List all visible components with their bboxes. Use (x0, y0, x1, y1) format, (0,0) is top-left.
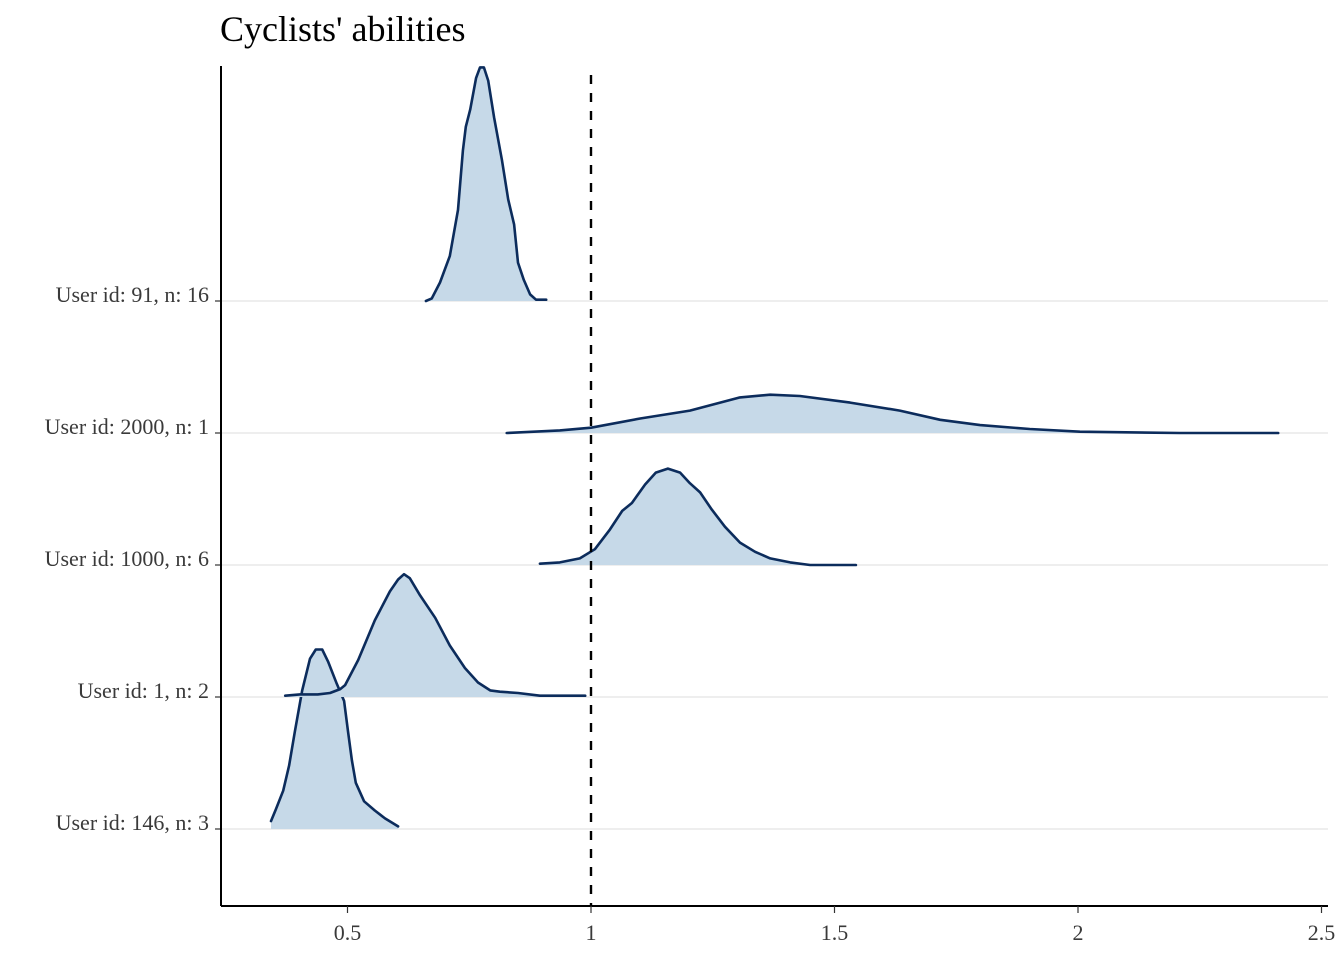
ridge-fill (425, 67, 547, 302)
ridge-series (424, 66, 548, 303)
x-tick-label: 2 (1073, 920, 1084, 945)
x-tick-label: 2.5 (1308, 920, 1336, 945)
y-tick-label: User id: 91, n: 16 (56, 282, 209, 307)
y-tick-label: User id: 2000, n: 1 (45, 414, 209, 439)
ridge-fill (539, 468, 856, 565)
ridge-line (283, 572, 587, 697)
y-tick-label: User id: 146, n: 3 (56, 810, 209, 835)
ridge-fill (506, 394, 1279, 433)
ridge-line (538, 467, 858, 567)
ridge-line (505, 393, 1280, 435)
x-tick-label: 1.5 (821, 920, 849, 945)
y-tick-label: User id: 1000, n: 6 (45, 546, 209, 571)
axes: User id: 91, n: 16 User id: 2000, n: 1 Use… (45, 66, 1336, 945)
x-tick-label: 0.5 (334, 920, 362, 945)
ridge-series (538, 467, 858, 567)
y-tick-label: User id: 1, n: 2 (78, 678, 209, 703)
x-tick-label: 1 (586, 920, 597, 945)
ridge-line (424, 66, 548, 303)
chart-title: Cyclists' abilities (220, 9, 466, 49)
ridge-fill (285, 574, 586, 697)
ridge-series (283, 572, 587, 697)
ridges (269, 66, 1280, 829)
ridge-series (505, 393, 1280, 435)
ridge-line (269, 648, 400, 828)
